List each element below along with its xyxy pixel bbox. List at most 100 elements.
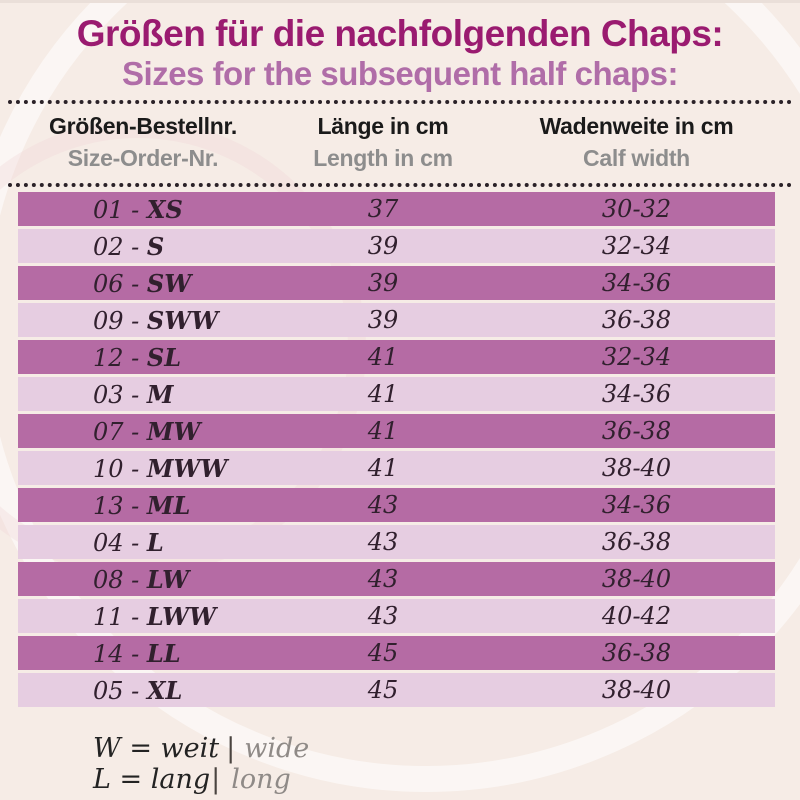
legend-translation-long: long [231,764,291,795]
calf-width-cell: 38-40 [601,565,672,593]
size-code: SL [146,342,182,372]
size-code: LWW [146,601,217,631]
order-cell: 05 - XL [18,676,268,705]
calf-width-cell: 34-36 [601,491,672,519]
size-code: SWW [146,305,219,335]
length-cell: 41 [367,343,399,371]
legend-abbr-w: W = weit [93,733,220,764]
table-row: 04 - L 43 36-38 [18,525,775,559]
calf-width-cell: 40-42 [601,602,672,630]
legend-pipe: | [226,733,236,764]
table-header: Größen-Bestellnr. Size-Order-Nr. Länge i… [18,110,775,174]
table-row: 05 - XL 45 38-40 [18,673,775,707]
table-row: 11 - LWW 43 40-42 [18,599,775,633]
calf-width-cell: 32-34 [601,343,672,371]
order-cell: 11 - LWW [18,602,268,631]
size-code: SW [146,268,192,298]
order-number: 07 - [93,417,147,446]
length-cell: 41 [367,417,399,445]
dotted-divider-header [8,183,792,187]
table-row: 13 - ML 43 34-36 [18,488,775,522]
legend-line-long: L = lang| long [93,764,309,795]
length-cell: 45 [367,639,399,667]
order-number: 01 - [93,195,147,224]
order-number: 08 - [93,565,147,594]
calf-width-cell: 32-34 [601,232,672,260]
order-cell: 03 - M [18,380,268,409]
order-cell: 14 - LL [18,639,268,668]
table-row: 06 - SW 39 34-36 [18,266,775,300]
column-header-length: Länge in cm Length in cm [268,110,498,174]
legend-line-wide: W = weit | wide [93,733,309,764]
top-edge-strip [0,0,800,3]
page-title-german: Größen für die nachfolgenden Chaps: [76,13,724,54]
calf-width-cell: 34-36 [601,269,672,297]
table-row: 03 - M 41 34-36 [18,377,775,411]
table-row: 01 - XS 37 30-32 [18,192,775,226]
order-number: 06 - [93,269,147,298]
order-number: 12 - [93,343,147,372]
order-number: 14 - [93,639,147,668]
column-header-order: Größen-Bestellnr. Size-Order-Nr. [18,110,268,174]
order-cell: 10 - MWW [18,454,268,483]
order-cell: 09 - SWW [18,306,268,335]
order-number: 09 - [93,306,147,335]
legend: W = weit | wide L = lang| long [93,733,309,795]
calf-width-cell: 30-32 [601,195,672,223]
order-cell: 12 - SL [18,343,268,372]
order-cell: 08 - LW [18,565,268,594]
size-code: MW [146,416,201,446]
calf-width-cell: 36-38 [601,528,672,556]
calf-width-cell: 34-36 [601,380,672,408]
column-header-calf-en: Calf width [583,145,690,171]
order-number: 03 - [93,380,147,409]
length-cell: 43 [367,565,399,593]
length-cell: 37 [367,195,399,223]
calf-width-cell: 38-40 [601,676,672,704]
size-code: L [146,527,164,557]
length-cell: 39 [367,306,399,334]
legend-translation-wide: wide [244,733,310,764]
length-cell: 41 [367,380,399,408]
column-header-order-en: Size-Order-Nr. [67,145,219,171]
calf-width-cell: 36-38 [601,306,672,334]
table-row: 02 - S 39 32-34 [18,229,775,263]
length-cell: 39 [367,232,399,260]
order-number: 13 - [93,491,147,520]
order-cell: 04 - L [18,528,268,557]
calf-width-cell: 36-38 [601,417,672,445]
order-cell: 01 - XS [18,195,268,224]
table-row: 10 - MWW 41 38-40 [18,451,775,485]
calf-width-cell: 36-38 [601,639,672,667]
column-header-calf-de: Wadenweite in cm [539,113,734,139]
column-header-length-de: Länge in cm [317,113,449,139]
size-code: M [146,379,174,409]
table-row: 07 - MW 41 36-38 [18,414,775,448]
size-code: ML [146,490,191,520]
legend-pipe: | [211,764,221,795]
table-row: 08 - LW 43 38-40 [18,562,775,596]
order-number: 10 - [93,454,147,483]
length-cell: 41 [367,454,399,482]
order-cell: 02 - S [18,232,268,261]
order-number: 04 - [93,528,147,557]
length-cell: 45 [367,676,399,704]
length-cell: 43 [367,491,399,519]
size-code: LL [146,638,181,668]
dotted-divider-top [8,100,792,104]
column-header-length-en: Length in cm [313,145,453,171]
table-row: 09 - SWW 39 36-38 [18,303,775,337]
table-row: 14 - LL 45 36-38 [18,636,775,670]
length-cell: 39 [367,269,399,297]
calf-width-cell: 38-40 [601,454,672,482]
order-cell: 07 - MW [18,417,268,446]
column-header-order-de: Größen-Bestellnr. [49,113,237,139]
size-table: 01 - XS 37 30-32 02 - S 39 32-34 06 - SW… [18,192,775,707]
length-cell: 43 [367,602,399,630]
legend-abbr-l: L = lang [93,764,211,795]
size-code: XS [146,194,183,224]
size-code: MWW [146,453,228,483]
order-number: 05 - [93,676,147,705]
column-header-calf: Wadenweite in cm Calf width [498,110,775,174]
